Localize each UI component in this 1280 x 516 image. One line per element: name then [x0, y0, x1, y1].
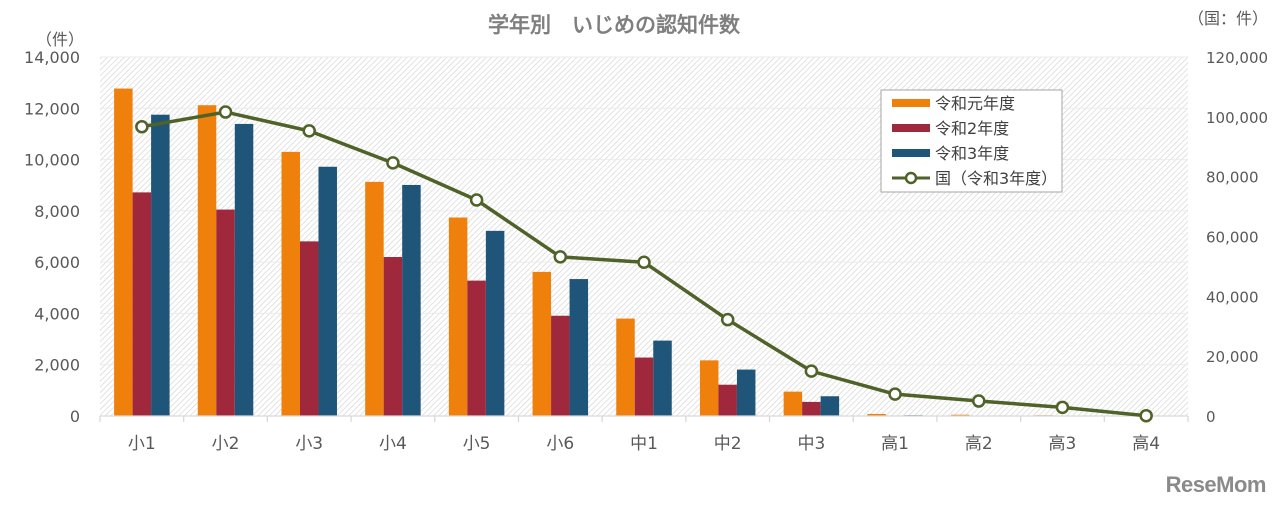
x-axis-ticks: 小1 小2 小3 小4 小5 小6 中1 中2 中3 高1 高2 高3 高4	[128, 434, 1160, 454]
line-point-高3	[1057, 402, 1068, 413]
right-tick-label: 100,000	[1206, 109, 1268, 127]
bar-令和2年度-小2	[216, 210, 235, 416]
bar-令和2年度-小1	[133, 192, 152, 416]
x-tick-label: 小6	[546, 434, 574, 454]
x-tick-label: 中3	[797, 434, 825, 454]
x-tick-label: 小4	[379, 434, 407, 454]
legend-swatch	[892, 124, 930, 132]
left-tick-label: 10,000	[24, 151, 80, 170]
legend-marker	[906, 173, 916, 183]
axes	[100, 416, 1188, 422]
x-tick-label: 中2	[714, 434, 742, 454]
bar-令和3年度-小5	[486, 231, 505, 416]
bar-令和3年度-小3	[318, 167, 337, 416]
right-tick-label: 120,000	[1206, 49, 1268, 67]
bar-令和2年度-中3	[802, 402, 821, 416]
legend-label: 令和元年度	[935, 94, 1015, 113]
bar-令和3年度-中3	[821, 396, 840, 416]
left-tick-label: 8,000	[34, 202, 80, 221]
left-tick-label: 0	[70, 407, 80, 426]
legend-label: 令和2年度	[935, 119, 1009, 138]
left-tick-label: 4,000	[34, 304, 80, 323]
x-tick-label: 小5	[463, 434, 491, 454]
bar-令和3年度-中2	[737, 370, 756, 416]
bar-令和2年度-小3	[300, 241, 319, 416]
bar-令和元年度-小4	[365, 182, 384, 416]
right-tick-label: 40,000	[1206, 288, 1259, 306]
bar-令和3年度-中1	[653, 341, 672, 416]
left-tick-label: 12,000	[24, 99, 80, 118]
bar-令和元年度-小5	[449, 218, 468, 416]
line-point-高2	[973, 396, 984, 407]
x-tick-label: 小1	[128, 434, 156, 454]
line-point-小1	[136, 121, 147, 132]
line-point-小4	[387, 157, 398, 168]
left-tick-label: 14,000	[24, 48, 80, 67]
chart-title: 学年別 いじめの認知件数	[488, 13, 741, 37]
line-point-高1	[890, 389, 901, 400]
x-tick-label: 高1	[881, 434, 909, 454]
bar-令和3年度-小6	[570, 279, 589, 416]
watermark-logo: ReseMom	[1166, 472, 1266, 498]
x-tick-label: 高4	[1132, 434, 1160, 454]
legend-swatch	[892, 99, 930, 107]
x-tick-label: 小3	[295, 434, 323, 454]
bar-令和元年度-中2	[700, 360, 719, 416]
bar-令和2年度-小5	[467, 281, 486, 416]
right-axis-unit-label: （国：件）	[1188, 9, 1268, 28]
line-point-小3	[304, 125, 315, 136]
x-tick-label: 高3	[1049, 434, 1077, 454]
line-point-小6	[555, 251, 566, 262]
x-tick-label: 高2	[965, 434, 993, 454]
bar-令和元年度-小2	[198, 105, 217, 416]
bar-令和元年度-小1	[114, 89, 133, 416]
right-tick-label: 20,000	[1206, 348, 1259, 366]
x-tick-label: 中1	[630, 434, 658, 454]
right-axis-ticks: 0 20,000 40,000 60,000 80,000 100,000 120,000	[1206, 49, 1268, 426]
bar-令和2年度-中1	[635, 358, 654, 416]
bar-令和元年度-小3	[281, 152, 300, 416]
line-point-高4	[1141, 410, 1152, 421]
bar-令和2年度-小6	[551, 316, 570, 416]
line-point-小2	[220, 107, 231, 118]
line-point-中3	[806, 366, 817, 377]
line-point-小5	[471, 195, 482, 206]
bar-令和2年度-小4	[384, 257, 403, 416]
left-axis-ticks: 0 2,000 4,000 6,000 8,000 10,000 12,000 14,000	[24, 48, 80, 426]
x-tick-label: 小2	[212, 434, 240, 454]
line-point-中2	[722, 314, 733, 325]
bar-令和元年度-小6	[533, 272, 552, 416]
bar-令和元年度-中3	[784, 392, 803, 416]
right-tick-label: 0	[1206, 408, 1216, 426]
left-axis-unit-label: （件）	[36, 30, 84, 49]
right-tick-label: 60,000	[1206, 229, 1259, 247]
bar-令和2年度-中2	[718, 385, 737, 416]
bar-令和3年度-小1	[151, 115, 170, 416]
right-tick-label: 80,000	[1206, 169, 1259, 187]
legend-label: 国（令和3年度）	[935, 169, 1057, 188]
bar-令和元年度-中1	[616, 319, 635, 416]
legend-label: 令和3年度	[935, 144, 1009, 163]
legend-swatch	[892, 149, 930, 157]
line-point-中1	[639, 257, 650, 268]
bar-令和3年度-小4	[402, 185, 421, 416]
left-tick-label: 6,000	[34, 253, 80, 272]
left-tick-label: 2,000	[34, 356, 80, 375]
bar-令和3年度-小2	[235, 124, 254, 416]
